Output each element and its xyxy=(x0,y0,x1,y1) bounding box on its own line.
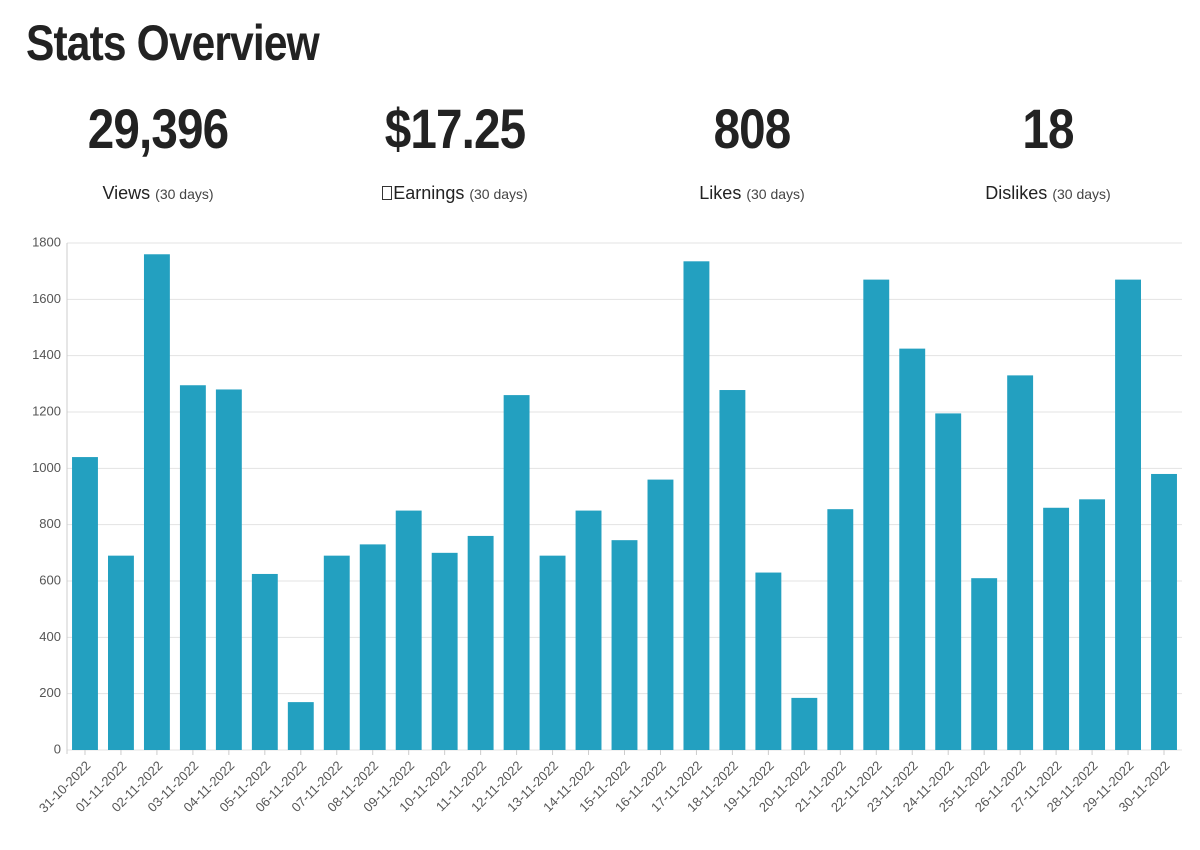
y-tick-label: 0 xyxy=(54,741,61,756)
stat-period: (30 days) xyxy=(155,186,214,202)
stat-label-row: Dislikes (30 days) xyxy=(898,183,1198,204)
stat-card: 18 Dislikes (30 days) xyxy=(898,96,1198,204)
bar xyxy=(863,279,890,750)
stat-label-row: Likes (30 days) xyxy=(602,183,902,204)
stat-value: 18 xyxy=(1022,97,1074,160)
stat-period: (30 days) xyxy=(746,186,805,202)
bar xyxy=(287,702,314,750)
stat-card: $17.25 Earnings (30 days) xyxy=(305,96,605,204)
stat-value: 808 xyxy=(713,97,792,160)
bar xyxy=(611,540,638,750)
y-tick-label: 400 xyxy=(39,629,61,644)
bar xyxy=(143,254,170,750)
bar xyxy=(575,510,602,750)
bar xyxy=(755,572,782,750)
page-title: Stats Overview xyxy=(26,15,320,71)
bar xyxy=(359,544,386,750)
earnings-icon xyxy=(382,186,393,200)
bar xyxy=(791,697,818,750)
y-tick-label: 600 xyxy=(39,572,61,587)
y-tick-label: 1400 xyxy=(32,347,61,362)
stat-label: Views xyxy=(102,183,151,203)
bar xyxy=(108,555,134,750)
bar xyxy=(251,573,278,750)
bar xyxy=(683,261,710,750)
stat-label: Earnings xyxy=(393,183,465,203)
stat-value: $17.25 xyxy=(384,97,526,160)
stat-card: 29,396 Views (30 days) xyxy=(8,96,308,204)
bar xyxy=(179,385,206,750)
bar xyxy=(1151,473,1177,750)
y-tick-label: 1000 xyxy=(32,460,61,475)
bar xyxy=(647,479,674,750)
bar xyxy=(1115,279,1141,750)
bar xyxy=(971,578,998,750)
stat-label: Dislikes xyxy=(985,183,1048,203)
bar xyxy=(215,389,242,750)
y-tick-label: 200 xyxy=(39,685,61,700)
stat-period: (30 days) xyxy=(1052,186,1111,202)
bar xyxy=(1043,507,1070,750)
bar xyxy=(503,395,530,750)
bar xyxy=(827,509,854,750)
stat-label-row: Earnings (30 days) xyxy=(305,183,605,204)
y-tick-label: 800 xyxy=(39,516,61,531)
bar xyxy=(1079,499,1106,750)
bar xyxy=(935,413,962,750)
stat-label: Likes xyxy=(699,183,742,203)
bar xyxy=(539,555,566,750)
stat-period: (30 days) xyxy=(469,186,528,202)
bar xyxy=(467,535,494,750)
bar xyxy=(395,510,422,750)
y-tick-label: 1800 xyxy=(32,234,61,249)
stat-value: 29,396 xyxy=(87,97,229,160)
y-tick-label: 1600 xyxy=(32,291,61,306)
stat-card: 808 Likes (30 days) xyxy=(602,96,902,204)
bar xyxy=(72,457,98,750)
bar xyxy=(323,555,350,750)
bar xyxy=(899,348,926,750)
bar xyxy=(1007,375,1034,750)
y-tick-label: 1200 xyxy=(32,403,61,418)
bar xyxy=(431,552,458,750)
bar xyxy=(719,390,746,750)
stat-label-row: Views (30 days) xyxy=(8,183,308,204)
